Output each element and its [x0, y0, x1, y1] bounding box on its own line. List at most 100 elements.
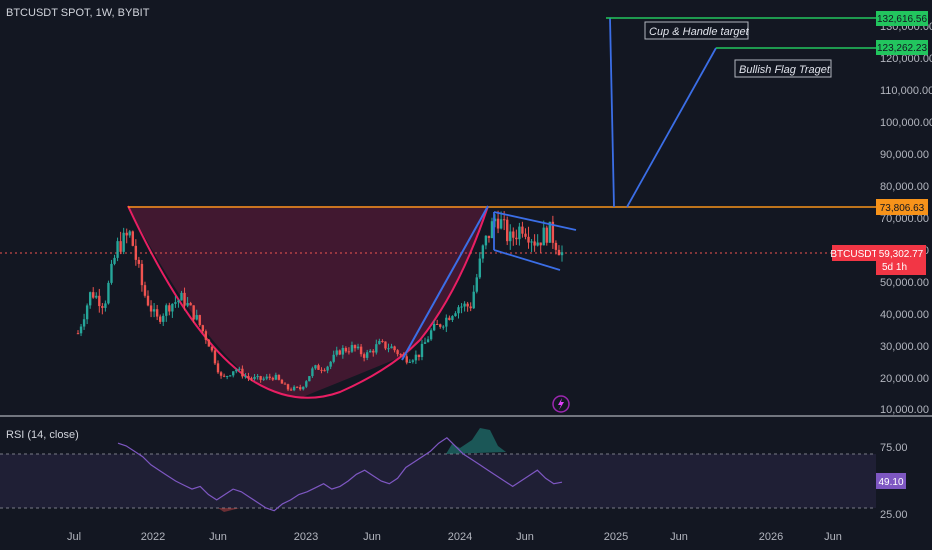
candle — [442, 326, 445, 328]
time-tick-label: 2023 — [294, 531, 318, 543]
candle — [225, 376, 229, 378]
candle — [289, 389, 293, 391]
candle — [439, 324, 442, 327]
candle — [116, 241, 119, 258]
candle — [362, 354, 366, 358]
time-tick-label: 2022 — [141, 531, 165, 543]
candle — [539, 242, 542, 246]
level-tag-resistance[interactable]: 73,806.63 — [876, 199, 928, 215]
candle — [180, 292, 183, 301]
rsi-current-tag[interactable]: 49.10 — [876, 473, 906, 489]
candle — [533, 241, 536, 246]
candle — [454, 313, 457, 317]
candle — [560, 252, 564, 256]
candle — [393, 346, 396, 351]
candle — [125, 232, 128, 236]
cup-target-annotation[interactable]: Cup & Handle target — [644, 21, 750, 40]
candle — [356, 346, 360, 349]
price-tick-label: 120,000.00 — [880, 53, 932, 65]
time-tick-label: Jun — [670, 531, 688, 543]
candle — [493, 218, 497, 222]
current-price-tag[interactable]: BTCUSDT 59,302.77 5d 1h — [830, 245, 926, 275]
trendline — [401, 205, 489, 361]
candle — [326, 366, 329, 371]
candle — [229, 375, 232, 377]
cup-target-label: Cup & Handle target — [649, 26, 750, 38]
candle — [235, 369, 238, 372]
candle — [518, 226, 521, 240]
candle — [192, 305, 195, 320]
countdown-text: 5d 1h — [882, 262, 907, 273]
price-tick-label: 70,000.00 — [880, 213, 929, 225]
candle — [162, 315, 165, 322]
candle — [475, 277, 478, 292]
candle — [119, 241, 122, 252]
candle — [457, 307, 460, 314]
chart-title: BTCUSDT SPOT, 1W, BYBIT — [6, 7, 150, 19]
price-tick-label: 10,000.00 — [880, 404, 929, 416]
price-axis[interactable]: 10,000.00 20,000.00 30,000.00 40,000.00 50,0… — [880, 21, 932, 416]
price-tick-label: 40,000.00 — [880, 309, 929, 321]
candle — [137, 259, 141, 264]
candle — [122, 232, 125, 252]
time-tick-label: Jun — [516, 531, 534, 543]
candle — [146, 295, 150, 306]
level-tag-flag[interactable]: 123,262.23 — [876, 40, 928, 55]
candle — [299, 387, 302, 390]
candle — [399, 354, 402, 356]
time-tick-label: Jun — [824, 531, 842, 543]
candle — [509, 231, 512, 242]
candle — [131, 231, 134, 246]
price-tick-label: 100,000.00 — [880, 117, 932, 129]
candle — [521, 226, 524, 234]
candle — [411, 360, 415, 362]
candle — [259, 376, 262, 380]
time-tick-label: Jun — [363, 531, 381, 543]
candle — [432, 323, 436, 331]
candle — [551, 221, 555, 243]
candle — [265, 376, 268, 379]
candle — [152, 309, 156, 312]
candle — [204, 331, 208, 340]
candle — [213, 350, 217, 364]
candle — [143, 285, 147, 296]
symbol-tag-text: BTCUSDT — [830, 249, 877, 260]
candle — [311, 368, 314, 377]
flag-target-annotation[interactable]: Bullish Flag Traget — [734, 59, 832, 78]
candle — [512, 231, 515, 238]
rsi-tick-75: 75.00 — [880, 442, 908, 454]
price-tick-label: 110,000.00 — [880, 85, 932, 97]
candle — [384, 341, 387, 349]
candle — [515, 237, 518, 240]
candle — [247, 376, 250, 379]
candle — [484, 235, 488, 246]
candle — [463, 303, 466, 307]
candle — [256, 376, 259, 378]
candle — [496, 218, 500, 229]
candle — [308, 376, 311, 382]
candle — [557, 249, 561, 256]
candle — [149, 305, 153, 312]
candle — [353, 345, 357, 349]
candle — [524, 233, 527, 237]
candle — [338, 350, 341, 355]
time-tick-label: Jul — [67, 531, 81, 543]
candle — [195, 315, 198, 320]
candle — [222, 375, 226, 377]
candle — [277, 374, 281, 380]
candle — [85, 305, 89, 320]
candle — [305, 381, 308, 387]
candle — [110, 263, 113, 283]
level-tag-cup[interactable]: 132,616.56 — [876, 11, 928, 26]
candle — [426, 339, 430, 343]
lightning-icon[interactable] — [552, 395, 570, 413]
candle — [165, 305, 168, 316]
candle — [451, 316, 454, 321]
candle — [295, 386, 299, 388]
cup-target-projection — [609, 17, 615, 208]
flag-upper-line — [493, 211, 577, 231]
time-axis[interactable]: Jul 2022 Jun 2023 Jun 2024 Jun 2025 Jun 2026 Jun — [67, 531, 842, 543]
candle — [286, 384, 290, 390]
candle — [244, 376, 247, 378]
